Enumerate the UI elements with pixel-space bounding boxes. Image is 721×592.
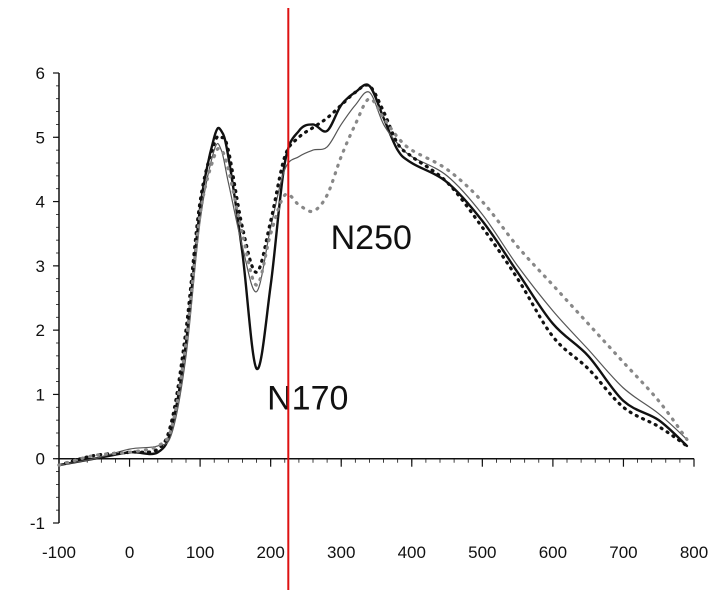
y-tick-label: 2 [36, 321, 45, 340]
annotations: N170 N250 [267, 219, 412, 418]
y-tick-label: -1 [30, 514, 45, 533]
y-tick-label: 4 [36, 193, 45, 212]
x-tick-label: 600 [539, 543, 567, 562]
axes: -1 0 1 2 3 4 5 6 -100 0 100 200 300 400 500 600 700 800 [30, 64, 708, 562]
annotation-n250: N250 [331, 219, 412, 257]
x-tick-label: 100 [186, 543, 214, 562]
series-layer [57, 83, 689, 467]
x-tick-label: 500 [468, 543, 496, 562]
x-tick-label: 300 [327, 543, 355, 562]
x-tick-label: 800 [680, 543, 708, 562]
series-line-1 [57, 83, 689, 467]
series-line-3 [57, 83, 689, 467]
x-tick-label: 700 [609, 543, 637, 562]
series-line-2 [58, 91, 688, 466]
x-tick-label: 400 [398, 543, 426, 562]
x-tick-label: 200 [256, 543, 284, 562]
y-tick-label: 6 [36, 64, 45, 83]
y-tick-label: 3 [36, 257, 45, 276]
y-tick-label: 5 [36, 128, 45, 147]
x-tick-label: -100 [42, 543, 76, 562]
y-tick-label: 1 [36, 385, 45, 404]
series-line-4 [57, 97, 689, 467]
annotation-n170: N170 [267, 380, 348, 418]
x-tick-label: 0 [125, 543, 134, 562]
y-tick-label: 0 [36, 450, 45, 469]
